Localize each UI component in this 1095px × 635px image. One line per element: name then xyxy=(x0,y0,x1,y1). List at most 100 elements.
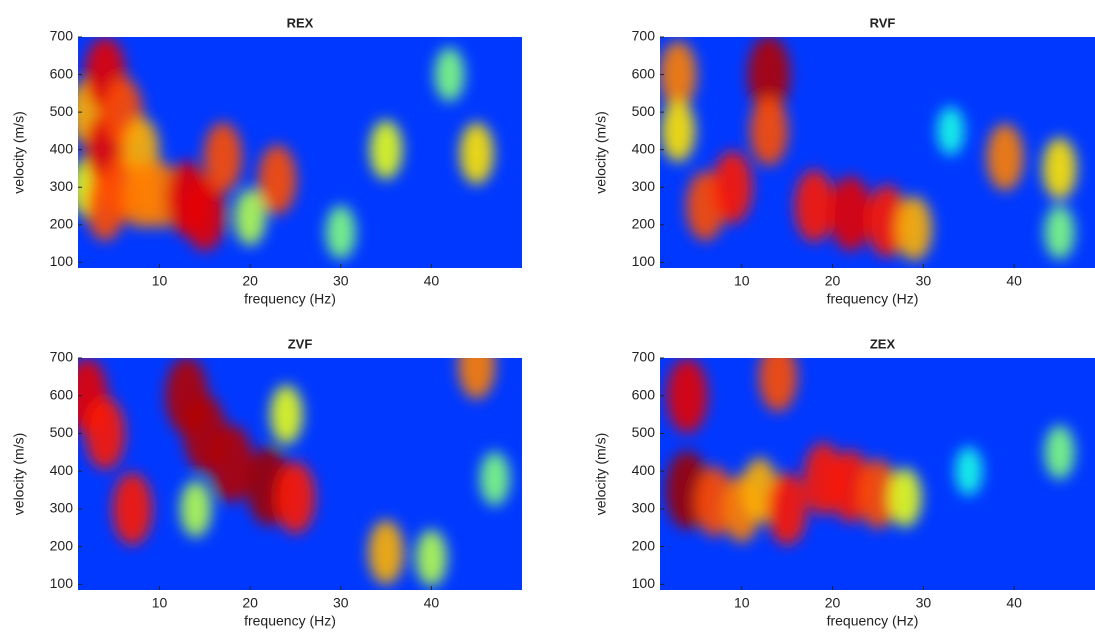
x-tick-label: 20 xyxy=(825,273,841,289)
x-tick-label: 10 xyxy=(734,595,750,611)
y-tick-label: 400 xyxy=(50,462,74,478)
y-tick-label: 700 xyxy=(632,28,656,44)
y-tick-label: 600 xyxy=(632,65,656,81)
x-tick-label: 30 xyxy=(333,273,349,289)
x-axis-label: frequency (Hz) xyxy=(827,291,919,307)
y-tick-label: 500 xyxy=(632,103,656,119)
intensity-blob xyxy=(275,461,316,534)
intensity-blob xyxy=(234,188,266,246)
x-tick-label: 30 xyxy=(333,595,349,611)
y-tick-label: 500 xyxy=(50,103,74,119)
intensity-blob xyxy=(888,467,922,528)
intensity-blob xyxy=(180,480,212,538)
intensity-blob xyxy=(368,520,404,585)
x-tick-label: 20 xyxy=(242,595,258,611)
intensity-blob xyxy=(458,358,496,400)
y-tick-label: 300 xyxy=(632,500,656,516)
y-tick-label: 600 xyxy=(50,386,74,402)
x-tick-label: 40 xyxy=(424,595,440,611)
intensity-blob xyxy=(937,106,965,156)
panel-title: RVF xyxy=(870,15,896,30)
y-tick-label: 100 xyxy=(50,575,74,591)
y-tick-label: 300 xyxy=(50,500,74,516)
intensity-blob xyxy=(955,446,983,496)
y-axis-label: velocity (m/s) xyxy=(593,111,609,193)
y-tick-label: 100 xyxy=(632,575,656,591)
x-tick-label: 10 xyxy=(152,595,168,611)
intensity-blob xyxy=(1044,425,1075,480)
y-tick-label: 300 xyxy=(632,178,656,194)
x-tick-label: 20 xyxy=(242,273,258,289)
intensity-blob xyxy=(270,384,303,445)
intensity-blob xyxy=(203,122,243,192)
panel-title: REX xyxy=(287,15,314,30)
intensity-blob xyxy=(112,472,153,545)
intensity-blob xyxy=(896,196,933,261)
intensity-blob xyxy=(459,122,494,185)
panel-title: ZEX xyxy=(870,336,896,351)
y-tick-label: 700 xyxy=(50,349,74,365)
intensity-blob xyxy=(184,176,226,251)
y-tick-label: 400 xyxy=(632,462,656,478)
intensity-blob xyxy=(986,123,1024,191)
intensity-blob xyxy=(415,529,448,587)
y-tick-label: 700 xyxy=(632,349,656,365)
intensity-blob xyxy=(666,358,708,434)
y-tick-label: 700 xyxy=(50,28,74,44)
intensity-blob xyxy=(85,397,126,470)
y-axis-label: velocity (m/s) xyxy=(593,433,609,515)
intensity-blob xyxy=(758,358,798,412)
y-axis-label: velocity (m/s) xyxy=(11,433,27,515)
intensity-blob xyxy=(794,169,835,243)
panel-title: ZVF xyxy=(288,336,313,351)
field xyxy=(665,358,1075,545)
x-axis-label: frequency (Hz) xyxy=(244,291,336,307)
plot-area xyxy=(660,37,1095,268)
intensity-blob xyxy=(369,120,403,180)
x-tick-label: 40 xyxy=(1006,595,1022,611)
field xyxy=(78,37,494,260)
x-tick-label: 40 xyxy=(1006,273,1022,289)
y-tick-label: 500 xyxy=(50,424,74,440)
x-tick-label: 10 xyxy=(734,273,750,289)
y-tick-label: 200 xyxy=(50,537,74,553)
intensity-blob xyxy=(434,47,465,102)
x-tick-label: 30 xyxy=(916,595,932,611)
intensity-blob xyxy=(867,184,907,258)
y-tick-label: 200 xyxy=(632,216,656,232)
y-tick-label: 300 xyxy=(50,178,74,194)
y-tick-label: 200 xyxy=(50,216,74,232)
x-tick-label: 10 xyxy=(152,273,168,289)
intensity-blob xyxy=(258,144,297,215)
intensity-blob xyxy=(830,176,872,251)
intensity-blob xyxy=(1042,137,1077,200)
intensity-blob xyxy=(661,100,696,162)
y-tick-label: 400 xyxy=(632,140,656,156)
x-tick-label: 30 xyxy=(916,273,932,289)
field xyxy=(660,37,1077,261)
intensity-blob xyxy=(858,459,898,529)
intensity-blob xyxy=(747,37,791,114)
x-axis-label: frequency (Hz) xyxy=(827,613,919,629)
intensity-blob xyxy=(749,96,789,166)
intensity-blob xyxy=(479,451,510,506)
y-axis-label: velocity (m/s) xyxy=(11,111,27,193)
y-tick-label: 400 xyxy=(50,140,74,156)
intensity-blob xyxy=(767,472,808,545)
plot-area xyxy=(78,358,522,590)
y-tick-label: 500 xyxy=(632,424,656,440)
plot-area xyxy=(660,358,1095,590)
y-tick-label: 200 xyxy=(632,537,656,553)
field xyxy=(78,358,510,587)
intensity-blob xyxy=(712,151,753,224)
y-tick-label: 600 xyxy=(50,65,74,81)
intensity-blob xyxy=(325,205,356,260)
intensity-blob xyxy=(660,41,697,109)
y-tick-label: 600 xyxy=(632,386,656,402)
plot-area xyxy=(78,37,522,268)
intensity-blob xyxy=(210,424,254,503)
y-tick-label: 100 xyxy=(632,253,656,269)
x-tick-label: 20 xyxy=(825,595,841,611)
intensity-blob xyxy=(1044,205,1075,260)
